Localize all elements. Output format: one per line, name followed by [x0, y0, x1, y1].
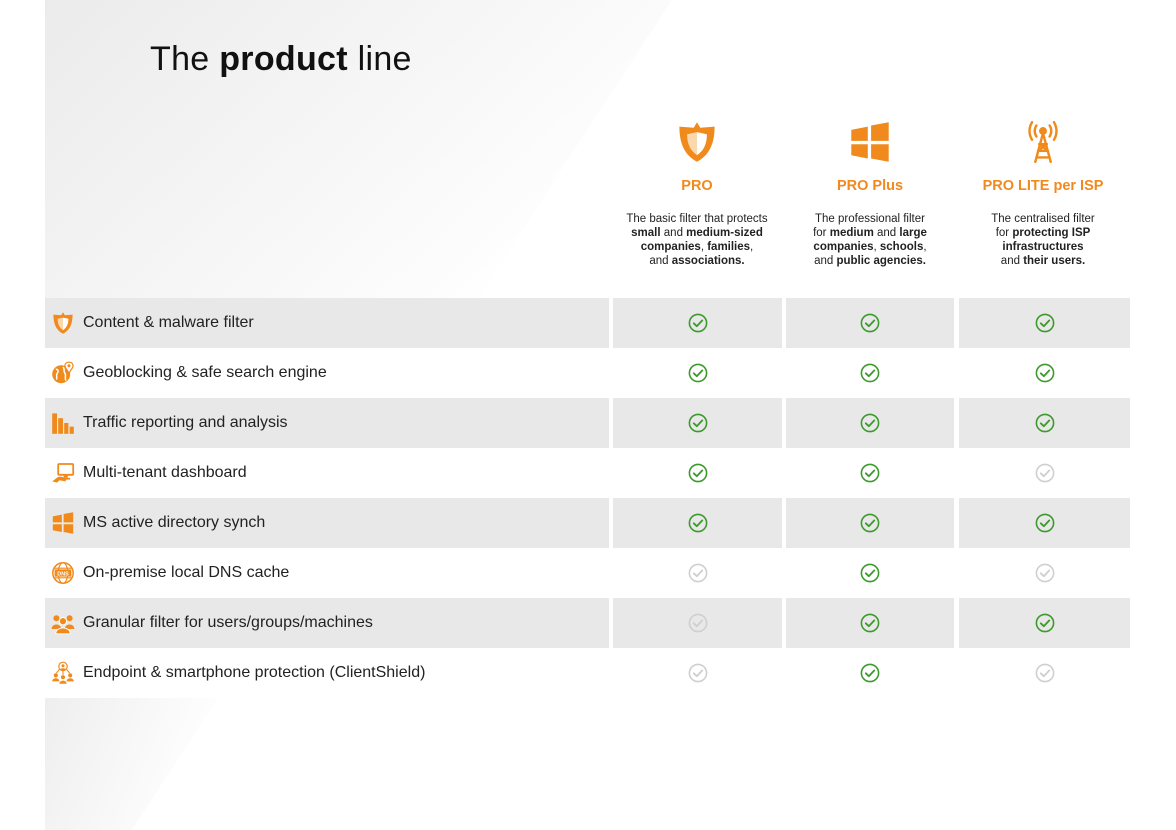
- check-not-included-icon: [1035, 463, 1055, 483]
- support-cell: [786, 648, 954, 698]
- feature-label: Content & malware filter: [83, 314, 254, 331]
- product-column-header: PRO The basic filter that protects small a…: [611, 120, 783, 268]
- check-not-included-icon: [688, 613, 708, 633]
- check-included-icon: [860, 563, 880, 583]
- product-name: PRO LITE per ISP: [982, 178, 1104, 194]
- support-cell: [786, 498, 954, 548]
- antenna-tower-icon: [1021, 120, 1065, 164]
- check-included-icon: [860, 313, 880, 333]
- table-row: MS active directory synch: [45, 498, 1130, 548]
- table-row: Granular filter for users/groups/machine…: [45, 598, 1130, 648]
- support-cell: [786, 548, 954, 598]
- feature-cell: Geoblocking & safe search engine: [45, 348, 609, 398]
- support-cell: [959, 548, 1130, 598]
- support-cell: [613, 598, 782, 648]
- table-row: Multi-tenant dashboard: [45, 448, 1130, 498]
- page-title: The product line: [150, 40, 412, 78]
- support-cell: [786, 298, 954, 348]
- support-cell: [613, 448, 782, 498]
- table-row: Traffic reporting and analysis: [45, 398, 1130, 448]
- check-included-icon: [1035, 613, 1055, 633]
- network-users-icon: [51, 661, 75, 685]
- support-cell: [786, 398, 954, 448]
- product-description: The professional filter for medium and la…: [813, 213, 927, 267]
- support-cell: [959, 448, 1130, 498]
- monitor-hand-icon: [51, 461, 75, 485]
- feature-cell: Endpoint & smartphone protection (Client…: [45, 648, 609, 698]
- check-not-included-icon: [688, 663, 708, 683]
- support-cell: [786, 598, 954, 648]
- feature-label: On-premise local DNS cache: [83, 564, 290, 581]
- feature-label: Granular filter for users/groups/machine…: [83, 614, 373, 631]
- product-column-header: PRO Plus The professional filter for mediu…: [784, 120, 956, 268]
- table-row: Content & malware filter: [45, 298, 1130, 348]
- check-not-included-icon: [1035, 563, 1055, 583]
- check-included-icon: [688, 413, 708, 433]
- support-cell: [786, 348, 954, 398]
- support-cell: [613, 498, 782, 548]
- feature-cell: Granular filter for users/groups/machine…: [45, 598, 609, 648]
- product-name: PRO Plus: [836, 178, 904, 194]
- feature-label: Multi-tenant dashboard: [83, 464, 247, 481]
- check-included-icon: [860, 463, 880, 483]
- feature-cell: MS active directory synch: [45, 498, 609, 548]
- feature-cell: Multi-tenant dashboard: [45, 448, 609, 498]
- check-not-included-icon: [1035, 663, 1055, 683]
- check-included-icon: [860, 413, 880, 433]
- dns-globe-icon: DNS: [51, 561, 75, 585]
- feature-label: Traffic reporting and analysis: [83, 414, 288, 431]
- check-not-included-icon: [688, 563, 708, 583]
- check-included-icon: [688, 513, 708, 533]
- feature-cell: DNS On-premise local DNS cache: [45, 548, 609, 598]
- feature-label: Endpoint & smartphone protection (Client…: [83, 664, 426, 681]
- feature-label: MS active directory synch: [83, 514, 266, 531]
- users-group-icon: [51, 611, 75, 635]
- product-column-header: PRO LITE per ISP The centralised filter fo…: [957, 120, 1129, 268]
- check-included-icon: [688, 313, 708, 333]
- support-cell: [613, 548, 782, 598]
- table-row: Endpoint & smartphone protection (Client…: [45, 648, 1130, 698]
- support-cell: [613, 648, 782, 698]
- check-included-icon: [1035, 413, 1055, 433]
- support-cell: [959, 398, 1130, 448]
- feature-cell: Traffic reporting and analysis: [45, 398, 609, 448]
- support-cell: [959, 648, 1130, 698]
- table-row: DNS On-premise local DNS cache: [45, 548, 1130, 598]
- check-included-icon: [860, 613, 880, 633]
- check-included-icon: [1035, 363, 1055, 383]
- feature-label: Geoblocking & safe search engine: [83, 364, 327, 381]
- windows-icon: [848, 120, 892, 164]
- check-included-icon: [860, 513, 880, 533]
- svg-text:DNS: DNS: [57, 571, 69, 577]
- check-included-icon: [1035, 313, 1055, 333]
- support-cell: [959, 498, 1130, 548]
- bar-chart-icon: [51, 411, 75, 435]
- shield-icon: [675, 120, 719, 164]
- support-cell: [959, 348, 1130, 398]
- feature-comparison-table: Content & malware filter Geoblocking & sa…: [45, 298, 1130, 698]
- shield-icon: [51, 311, 75, 335]
- support-cell: [613, 348, 782, 398]
- support-cell: [959, 598, 1130, 648]
- check-included-icon: [1035, 513, 1055, 533]
- check-included-icon: [860, 363, 880, 383]
- check-included-icon: [860, 663, 880, 683]
- product-description: The basic filter that protects small and …: [626, 213, 768, 267]
- check-included-icon: [688, 463, 708, 483]
- product-description: The centralised filter for protecting ISP…: [991, 213, 1095, 267]
- support-cell: [613, 298, 782, 348]
- check-included-icon: [688, 363, 708, 383]
- product-name: PRO: [681, 178, 713, 194]
- globe-pin-icon: [51, 361, 75, 385]
- support-cell: [613, 398, 782, 448]
- windows-icon: [51, 511, 75, 535]
- support-cell: [959, 298, 1130, 348]
- support-cell: [786, 448, 954, 498]
- table-row: Geoblocking & safe search engine: [45, 348, 1130, 398]
- feature-cell: Content & malware filter: [45, 298, 609, 348]
